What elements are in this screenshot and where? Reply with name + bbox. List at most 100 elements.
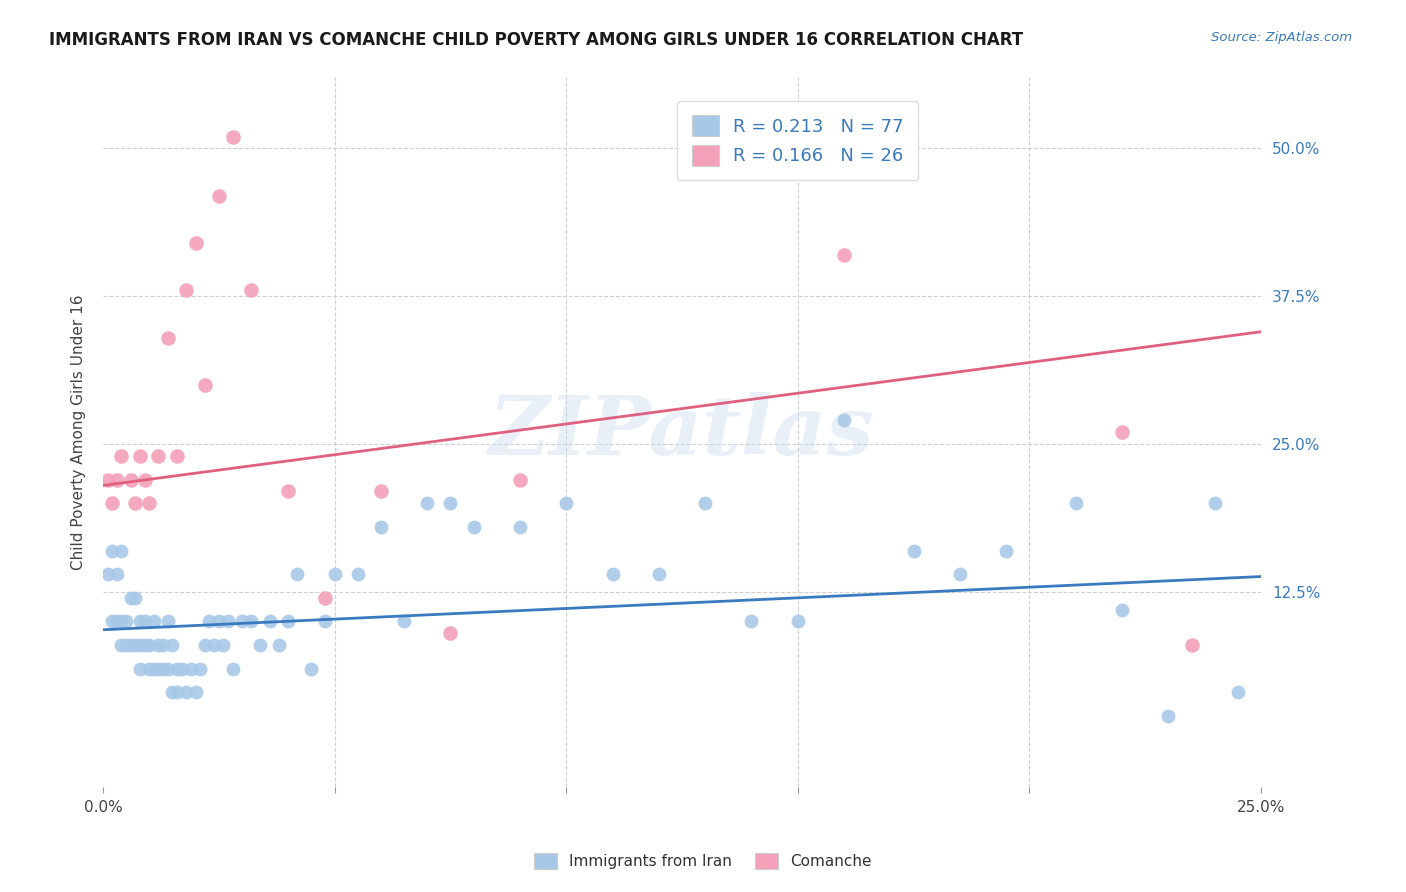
Point xyxy=(96,567,118,582)
Point xyxy=(96,473,118,487)
Point xyxy=(101,615,124,629)
Point xyxy=(287,567,309,582)
Point xyxy=(314,615,336,629)
Point xyxy=(166,685,188,699)
Point xyxy=(120,638,142,652)
Point xyxy=(115,638,138,652)
Point xyxy=(695,496,717,510)
Point xyxy=(148,449,170,463)
Point xyxy=(176,283,198,297)
Point xyxy=(602,567,624,582)
Point xyxy=(370,520,392,534)
Point xyxy=(314,591,336,605)
Point xyxy=(115,615,138,629)
Point xyxy=(648,567,671,582)
Point xyxy=(555,496,578,510)
Point xyxy=(208,188,231,202)
Point xyxy=(299,662,322,676)
Point xyxy=(267,638,290,652)
Point xyxy=(110,615,132,629)
Point xyxy=(221,129,243,144)
Point xyxy=(370,484,392,499)
Point xyxy=(166,449,188,463)
Point xyxy=(194,378,217,392)
Text: Source: ZipAtlas.com: Source: ZipAtlas.com xyxy=(1212,31,1353,45)
Point xyxy=(1157,709,1180,723)
Legend: R = 0.213   N = 77, R = 0.166   N = 26: R = 0.213 N = 77, R = 0.166 N = 26 xyxy=(678,101,918,180)
Point xyxy=(105,615,128,629)
Point xyxy=(129,638,152,652)
Point xyxy=(995,543,1018,558)
Point xyxy=(240,283,263,297)
Point xyxy=(156,331,179,345)
Point xyxy=(142,662,165,676)
Point xyxy=(101,496,124,510)
Point xyxy=(120,473,142,487)
Point xyxy=(277,615,299,629)
Point xyxy=(208,615,231,629)
Point xyxy=(129,662,152,676)
Point xyxy=(110,449,132,463)
Point xyxy=(1226,685,1249,699)
Point xyxy=(110,638,132,652)
Point xyxy=(346,567,368,582)
Point xyxy=(1204,496,1226,510)
Point xyxy=(277,484,299,499)
Point xyxy=(212,638,235,652)
Point xyxy=(101,543,124,558)
Point xyxy=(120,591,142,605)
Point xyxy=(134,473,156,487)
Point xyxy=(124,496,146,510)
Point xyxy=(416,496,439,510)
Point xyxy=(152,638,174,652)
Point xyxy=(231,615,253,629)
Point xyxy=(156,615,179,629)
Point xyxy=(249,638,271,652)
Point xyxy=(509,473,531,487)
Point xyxy=(176,685,198,699)
Point xyxy=(110,543,132,558)
Point xyxy=(134,615,156,629)
Point xyxy=(148,662,170,676)
Point xyxy=(148,638,170,652)
Point xyxy=(105,473,128,487)
Point xyxy=(184,235,207,250)
Point xyxy=(194,638,217,652)
Point xyxy=(217,615,239,629)
Point xyxy=(1111,602,1133,616)
Text: IMMIGRANTS FROM IRAN VS COMANCHE CHILD POVERTY AMONG GIRLS UNDER 16 CORRELATION : IMMIGRANTS FROM IRAN VS COMANCHE CHILD P… xyxy=(49,31,1024,49)
Point xyxy=(129,449,152,463)
Point xyxy=(832,248,855,262)
Point xyxy=(105,567,128,582)
Point xyxy=(198,615,221,629)
Point xyxy=(439,496,461,510)
Point xyxy=(832,413,855,427)
Point xyxy=(184,685,207,699)
Point xyxy=(903,543,925,558)
Point xyxy=(134,638,156,652)
Point xyxy=(138,496,160,510)
Point xyxy=(392,615,415,629)
Point xyxy=(202,638,225,652)
Point xyxy=(142,615,165,629)
Point xyxy=(124,638,146,652)
Point xyxy=(129,615,152,629)
Point xyxy=(162,685,184,699)
Point xyxy=(1064,496,1087,510)
Point xyxy=(170,662,193,676)
Point xyxy=(240,615,263,629)
Point xyxy=(221,662,243,676)
Point xyxy=(786,615,808,629)
Point xyxy=(259,615,281,629)
Point xyxy=(323,567,346,582)
Point xyxy=(439,626,461,640)
Point xyxy=(124,591,146,605)
Point xyxy=(180,662,202,676)
Point xyxy=(138,638,160,652)
Point xyxy=(152,662,174,676)
Point xyxy=(1111,425,1133,440)
Point xyxy=(509,520,531,534)
Point xyxy=(1181,638,1204,652)
Point xyxy=(138,662,160,676)
Point xyxy=(166,662,188,676)
